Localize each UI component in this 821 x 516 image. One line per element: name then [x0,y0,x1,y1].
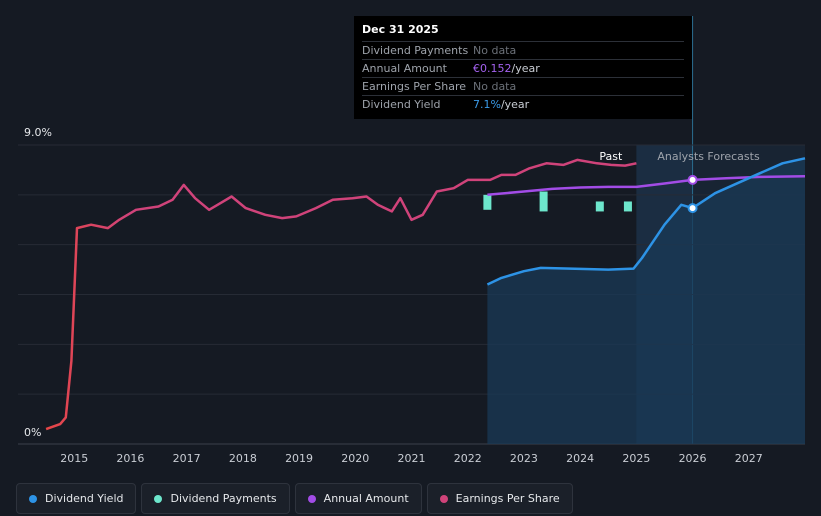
y-axis-min-label: 0% [24,426,41,439]
tooltip-value: No data [473,44,517,57]
dividend-yield-fill [487,158,805,445]
dividend-yield-area [487,158,805,445]
x-tick-label: 2027 [735,452,763,465]
legend-item-dividend-yield[interactable]: Dividend Yield [16,483,137,514]
y-axis-max-label: 9.0% [24,126,52,139]
legend-item-dividend-payments[interactable]: Dividend Payments [141,483,290,514]
x-tick-label: 2018 [229,452,257,465]
x-tick-label: 2016 [116,452,144,465]
cursor-markers [687,174,698,214]
tooltip-unit: /year [511,62,540,75]
legend: Dividend Yield Dividend Payments Annual … [16,483,573,514]
x-tick-label: 2022 [454,452,482,465]
legend-label: Earnings Per Share [455,492,560,505]
legend-label: Dividend Payments [170,492,277,505]
x-tick-label: 2021 [398,452,426,465]
dividend-yield-line [486,157,806,286]
tooltip-key: Annual Amount [362,62,447,75]
dividend-payment-bar [595,201,604,212]
x-tick-label: 2024 [566,452,594,465]
series-lines [45,157,806,431]
dividend-payment-bars [483,191,632,212]
legend-item-earnings-per-share[interactable]: Earnings Per Share [426,483,573,514]
tooltip-row-earnings-per-share: Earnings Per Share No data [362,77,684,95]
x-tick-label: 2015 [60,452,88,465]
x-tick-label: 2017 [173,452,201,465]
axis-labels: 9.0% 0% 2015 2016 2017 2018 2019 2020 2021 2022 20… [24,126,763,465]
dividend-yield-marker [687,203,698,214]
tooltip-value: 7.1% [473,98,501,111]
tooltip: Dec 31 2025 Dividend Payments No data An… [354,16,692,119]
tooltip-row-annual-amount: Annual Amount €0.152/year [362,59,684,77]
tooltip-row-dividend-payments: Dividend Payments No data [362,41,684,59]
dividend-payment-bar [623,201,632,212]
tooltip-key: Dividend Payments [362,44,469,57]
legend-dot-icon [29,494,37,503]
earnings-per-share-line [45,158,637,431]
annual-amount-marker [687,174,698,185]
x-tick-label: 2025 [622,452,650,465]
legend-item-annual-amount[interactable]: Annual Amount [294,483,422,514]
dividend-payment-bar [539,191,548,212]
tooltip-value: No data [473,80,517,93]
x-tick-label: 2019 [285,452,313,465]
x-tick-label: 2026 [679,452,707,465]
tooltip-key: Earnings Per Share [362,80,467,93]
tooltip-key: Dividend Yield [362,98,441,111]
x-tick-label: 2023 [510,452,538,465]
legend-label: Annual Amount [323,492,409,505]
tooltip-date: Dec 31 2025 [362,23,439,36]
tooltip-row-dividend-yield: Dividend Yield 7.1%/year [362,95,684,113]
dividend-payment-bar [483,194,492,210]
forecast-label: Analysts Forecasts [657,150,760,163]
annual-amount-line [487,174,806,197]
past-label: Past [599,150,623,163]
x-tick-label: 2020 [341,452,369,465]
legend-dot-icon [154,494,163,503]
legend-dot-icon [439,494,448,503]
legend-label: Dividend Yield [45,492,124,505]
tooltip-value: €0.152 [473,62,512,75]
legend-dot-icon [307,494,316,503]
tooltip-unit: /year [500,98,530,111]
